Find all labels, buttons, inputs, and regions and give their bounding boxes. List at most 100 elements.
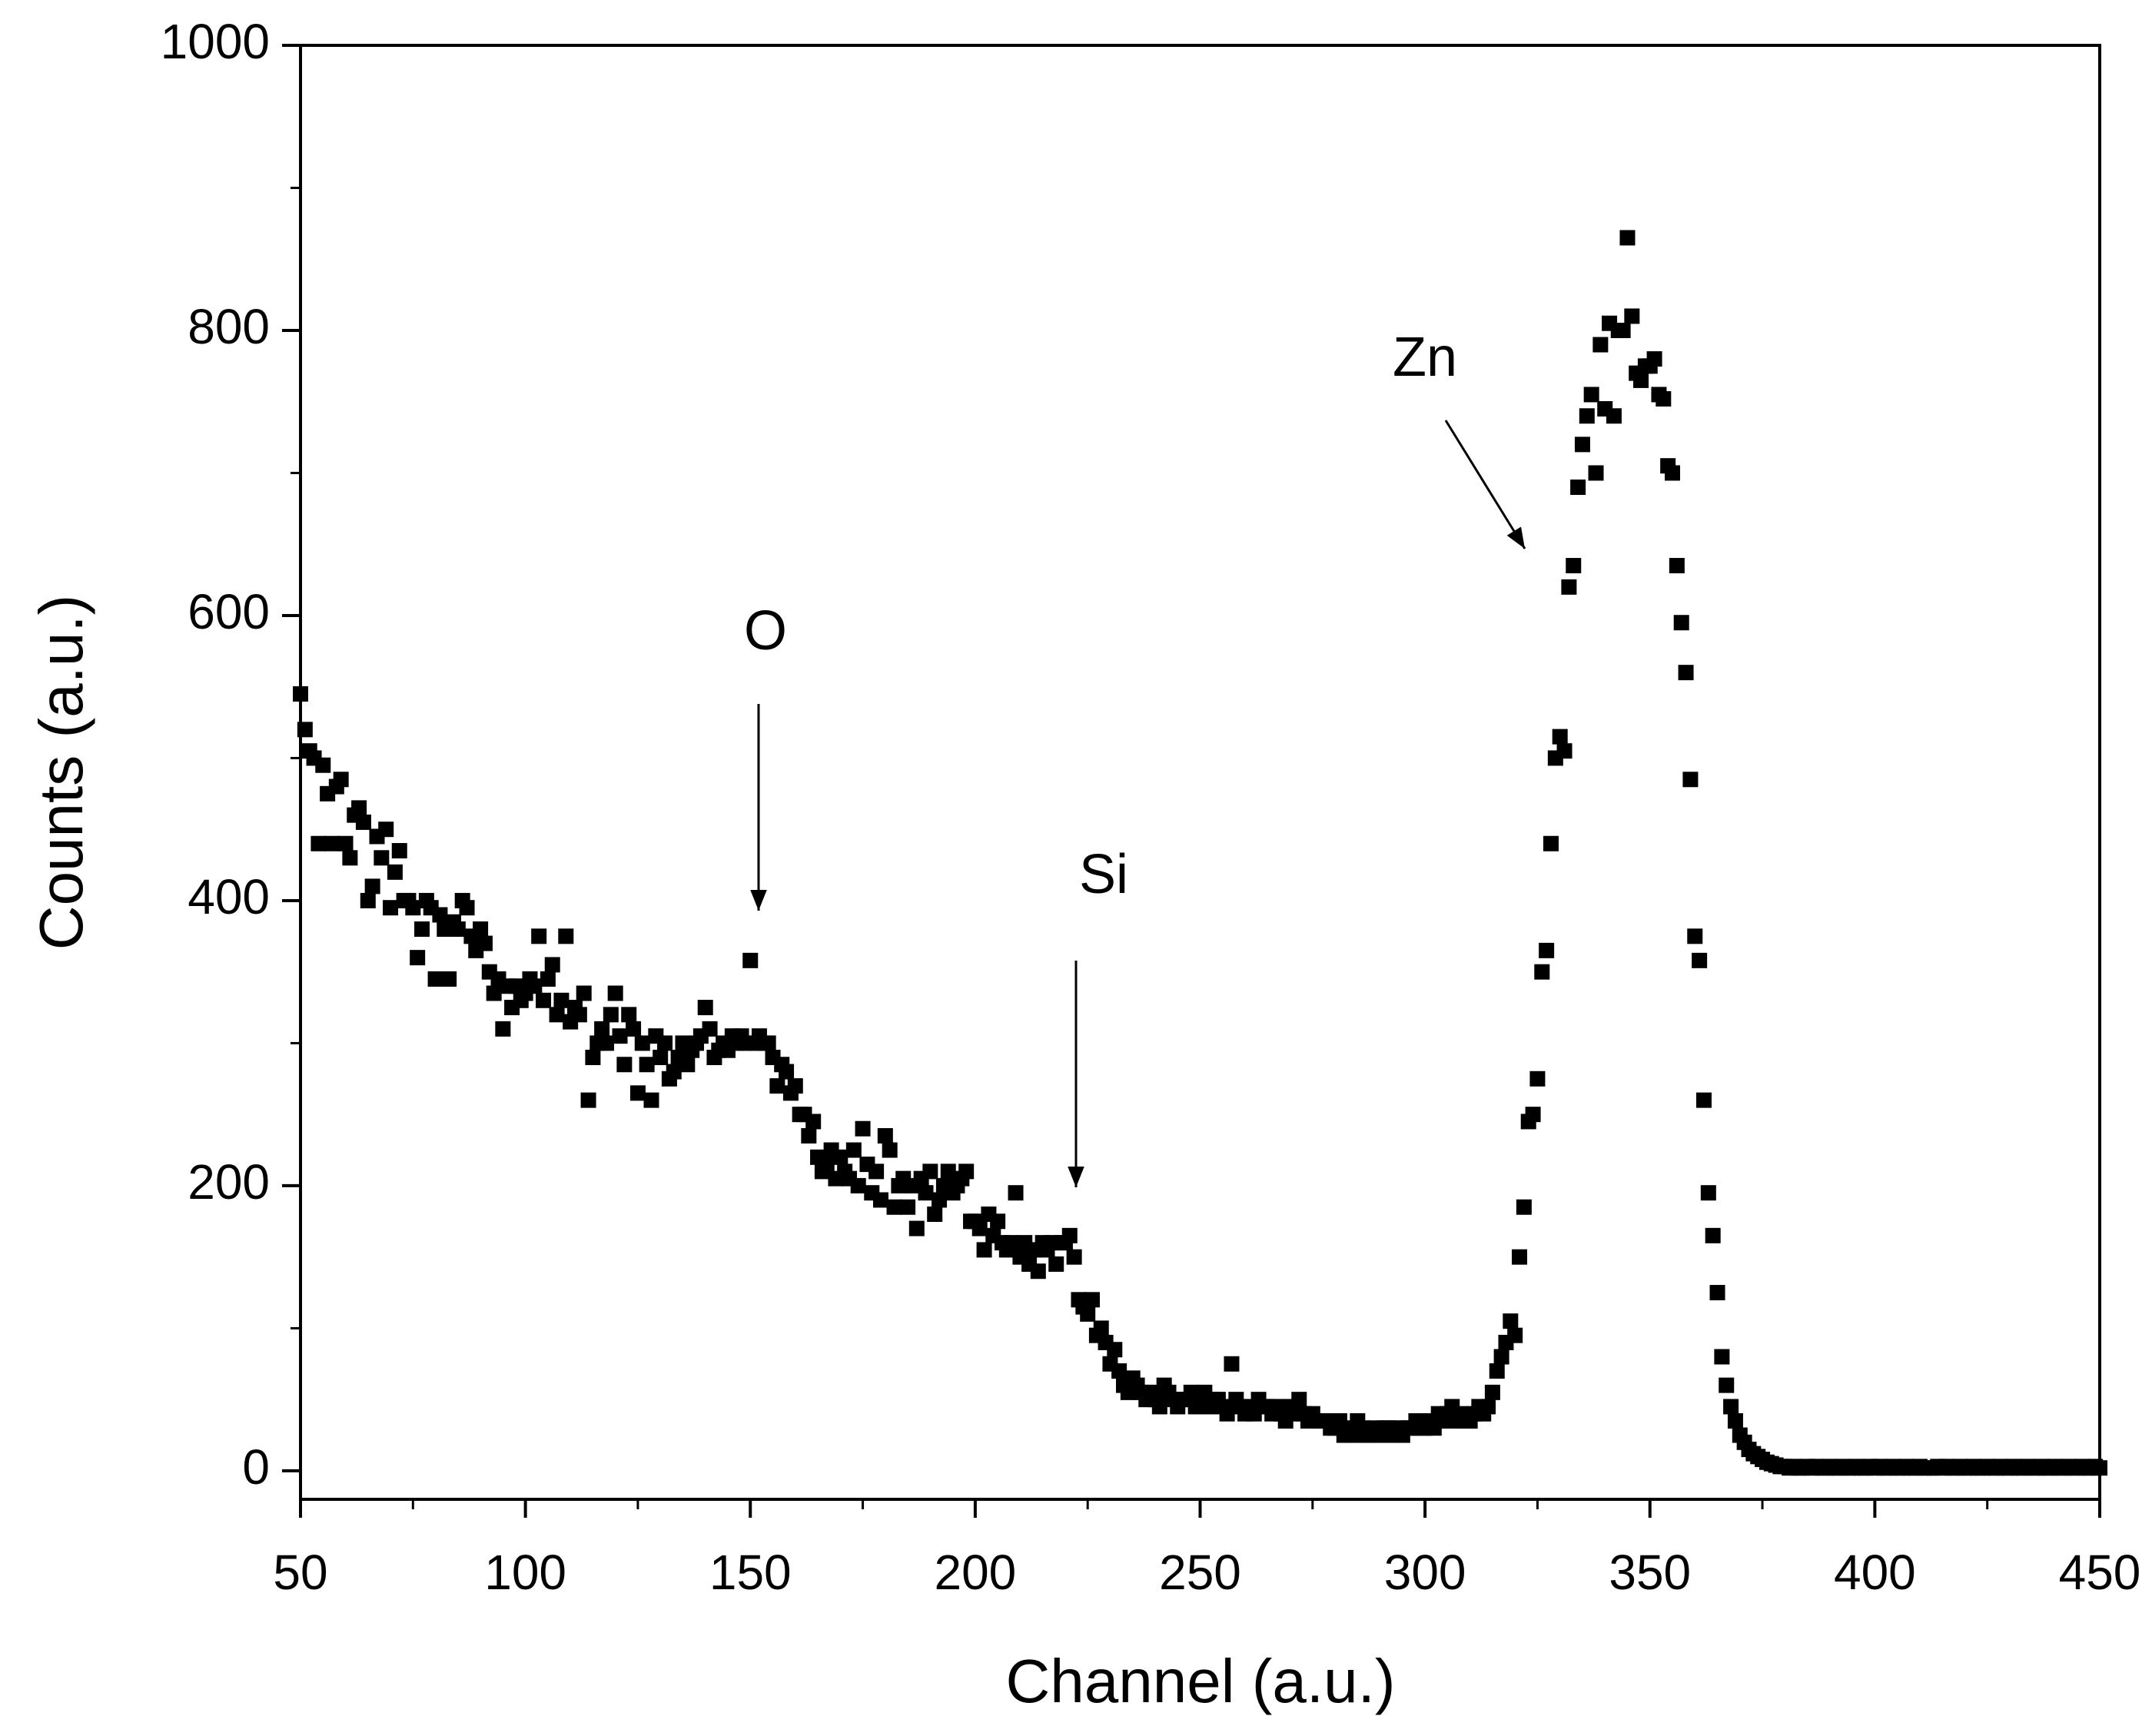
data-point — [1561, 579, 1577, 595]
data-point — [1008, 1185, 1024, 1201]
data-point — [477, 935, 493, 951]
data-point — [378, 822, 394, 838]
data-point — [450, 921, 466, 938]
data-point — [1151, 1399, 1167, 1415]
data-point — [1583, 387, 1599, 403]
data-point — [364, 878, 380, 895]
data-point — [324, 835, 340, 851]
data-point — [908, 1220, 925, 1236]
data-point — [1493, 1349, 1509, 1365]
data-point — [918, 1185, 934, 1201]
data-point — [1480, 1399, 1496, 1415]
x-axis-title: Channel (a.u.) — [1006, 1647, 1396, 1715]
data-point — [1665, 465, 1681, 481]
data-point — [544, 957, 560, 973]
data-point — [1678, 665, 1694, 681]
data-point — [536, 992, 552, 1008]
data-point — [922, 1163, 938, 1180]
data-point — [337, 835, 354, 851]
x-tick-label: 50 — [273, 1545, 327, 1600]
x-tick-label: 450 — [2059, 1545, 2141, 1600]
data-point — [374, 850, 390, 866]
data-point — [1048, 1256, 1064, 1272]
data-point — [1224, 1356, 1240, 1372]
data-point — [779, 1064, 795, 1080]
data-point — [333, 772, 349, 788]
data-point — [585, 1049, 601, 1065]
data-point — [391, 843, 407, 859]
data-point — [1003, 1235, 1019, 1251]
data-point — [971, 1220, 988, 1236]
data-point — [882, 1142, 898, 1158]
data-point — [801, 1128, 817, 1144]
data-point — [315, 757, 331, 773]
data-point — [1727, 1412, 1743, 1429]
y-tick-label: 400 — [188, 869, 270, 924]
data-point — [1543, 835, 1559, 851]
data-point — [621, 1007, 637, 1023]
data-point — [1615, 322, 1631, 338]
data-point — [486, 985, 502, 1001]
data-point — [832, 1149, 849, 1165]
x-tick-label: 300 — [1384, 1545, 1466, 1600]
data-point — [355, 814, 371, 830]
annotation-arrow — [1444, 420, 1526, 549]
data-point — [293, 685, 308, 702]
data-point — [639, 1057, 655, 1073]
data-point — [1291, 1392, 1307, 1408]
data-point — [549, 1007, 565, 1023]
data-point — [473, 921, 489, 938]
data-point — [1566, 558, 1582, 574]
data-point — [441, 971, 457, 987]
x-tick-label: 400 — [1834, 1545, 1916, 1600]
data-point — [383, 900, 399, 916]
annotation: O — [744, 600, 787, 662]
data-point — [886, 1199, 902, 1215]
annotation: Si — [1079, 844, 1128, 905]
data-point — [976, 1242, 992, 1258]
data-point — [1700, 1185, 1716, 1201]
data-point — [432, 907, 448, 923]
x-tick-label: 350 — [1609, 1545, 1691, 1600]
data-point — [1719, 1377, 1735, 1393]
data-point — [1539, 942, 1555, 958]
data-point — [1592, 337, 1609, 353]
x-tick-label: 250 — [1159, 1545, 1241, 1600]
data-point — [1588, 465, 1604, 481]
data-point — [1570, 480, 1586, 496]
data-point — [877, 1128, 893, 1144]
data-point — [1030, 1263, 1046, 1280]
data-point — [855, 1120, 871, 1137]
data-point — [679, 1057, 696, 1073]
data-point — [1673, 615, 1689, 631]
data-point — [958, 1163, 975, 1180]
data-point — [1709, 1285, 1725, 1301]
data-point — [576, 985, 592, 1001]
data-point — [760, 1035, 776, 1051]
data-point — [1723, 1399, 1739, 1415]
data-point — [927, 1207, 943, 1223]
data-point — [1489, 1363, 1505, 1379]
data-point — [1656, 391, 1672, 407]
data-point — [540, 971, 556, 987]
data-point — [607, 985, 623, 1001]
data-point — [629, 1085, 646, 1101]
data-point — [940, 1163, 956, 1180]
data-point — [594, 1021, 610, 1037]
data-point — [872, 1192, 888, 1208]
data-point — [1646, 351, 1662, 367]
data-point — [1503, 1313, 1519, 1329]
plot-frame — [299, 44, 2101, 1501]
data-point — [459, 900, 475, 916]
data-point — [900, 1199, 916, 1215]
data-point — [1529, 1070, 1546, 1087]
data-point — [932, 1192, 948, 1208]
data-point — [787, 1078, 803, 1094]
data-point — [387, 864, 403, 880]
data-point — [742, 952, 759, 968]
data-point — [1624, 308, 1640, 324]
data-point — [616, 1057, 633, 1073]
y-axis-title: Counts (a.u.) — [27, 595, 95, 950]
data-point — [1606, 408, 1622, 424]
